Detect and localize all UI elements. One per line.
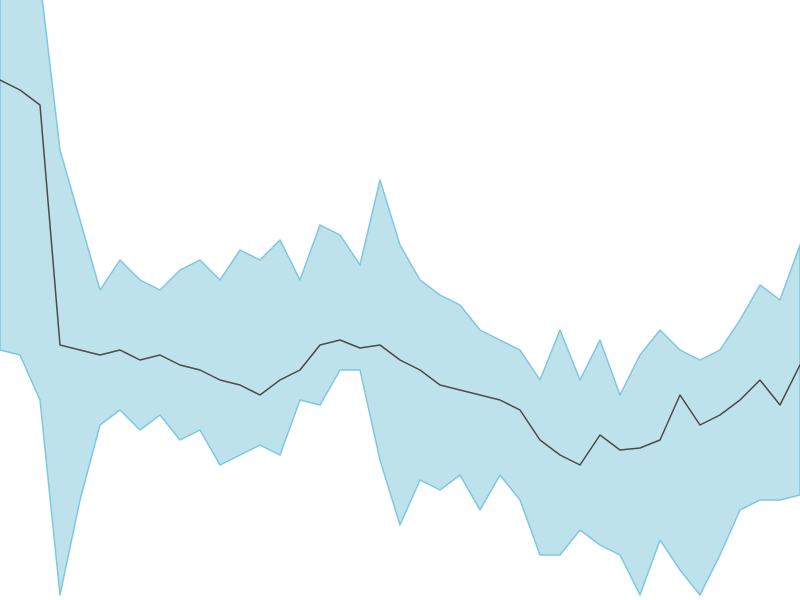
confidence-band [0, 0, 800, 595]
band-chart [0, 0, 800, 600]
